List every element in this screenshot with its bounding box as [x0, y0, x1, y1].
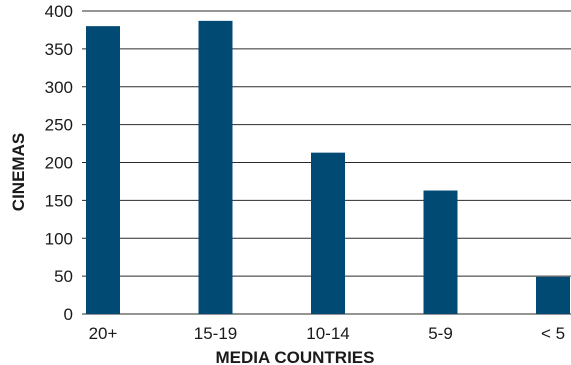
bars [86, 20, 570, 315]
y-axis-title: CINEMAS [9, 133, 28, 211]
y-tick-label: 100 [45, 229, 73, 248]
y-tick-label: 350 [45, 40, 73, 59]
y-tick-label: 150 [45, 191, 73, 210]
y-tick-label: 0 [64, 305, 73, 324]
y-tick-label: 300 [45, 78, 73, 97]
bar [198, 20, 233, 314]
x-tick-label: 10-14 [306, 324, 349, 343]
bar [423, 190, 458, 314]
y-tick-label: 50 [54, 267, 73, 286]
x-axis-title: MEDIA COUNTRIES [216, 348, 375, 365]
x-tick-label: 15-19 [194, 324, 237, 343]
x-axis-ticks: 20+ 15-19 10-14 5-9 < 5 [89, 324, 565, 343]
y-tick-label: 400 [45, 2, 73, 21]
bar [536, 276, 570, 314]
x-tick-label: < 5 [541, 324, 565, 343]
bar [311, 152, 345, 314]
y-tick-label: 250 [45, 116, 73, 135]
x-tick-label: 20+ [89, 324, 118, 343]
x-tick-label: 5-9 [428, 324, 453, 343]
bar [86, 26, 120, 315]
y-axis-ticks: 0 50 100 150 200 250 300 350 400 [45, 2, 73, 324]
y-tick-label: 200 [45, 154, 73, 173]
